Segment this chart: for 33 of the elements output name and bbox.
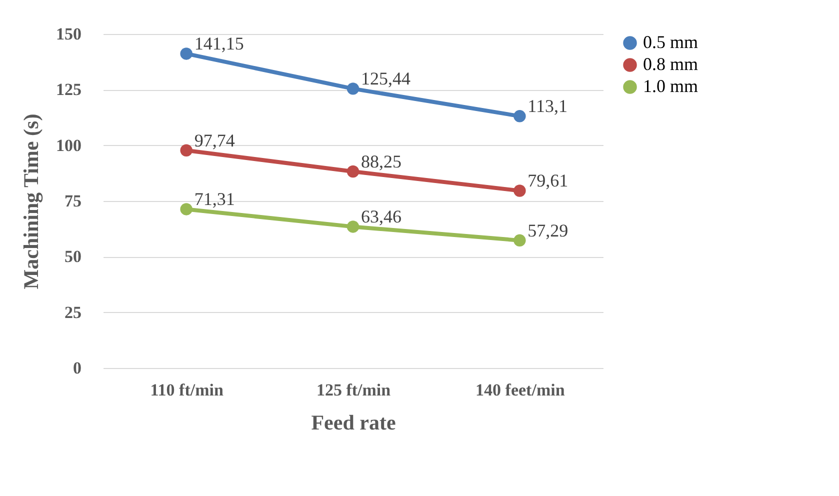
data-label: 97,74 xyxy=(194,130,235,150)
data-label: 57,29 xyxy=(528,220,568,240)
data-label: 113,1 xyxy=(528,96,568,116)
point xyxy=(180,144,192,156)
point xyxy=(346,82,360,95)
y-tick-label: 100 xyxy=(56,136,82,155)
y-tick-label: 150 xyxy=(56,24,82,44)
y-axis-title: Machining Time (s) xyxy=(19,114,43,290)
data-label: 79,61 xyxy=(528,170,568,191)
legend-label: 0.5 mm xyxy=(643,32,698,52)
y-tick-label: 25 xyxy=(64,302,82,322)
data-label: 63,46 xyxy=(361,206,402,227)
point xyxy=(346,220,360,233)
data-label: 88,25 xyxy=(361,151,402,172)
y-tick-label: 75 xyxy=(64,192,82,210)
legend-label: 1.0 mm xyxy=(643,76,698,96)
x-tick-label: 110 ft/min xyxy=(150,380,224,400)
point xyxy=(514,184,526,197)
point xyxy=(180,203,192,216)
point xyxy=(514,110,526,122)
data-label: 125,44 xyxy=(361,68,410,89)
x-tick-label: 125 ft/min xyxy=(316,380,392,400)
point xyxy=(346,165,360,178)
point xyxy=(180,48,192,60)
x-axis-title: Feed rate xyxy=(311,410,396,434)
data-label: 141,15 xyxy=(194,34,244,54)
y-tick-label: 50 xyxy=(64,247,82,266)
y-tick-label: 0 xyxy=(73,358,82,378)
x-tick-label: 140 feet/min xyxy=(476,380,566,400)
point xyxy=(514,234,526,247)
data-label: 71,31 xyxy=(194,189,235,210)
legend-label: 0.8 mm xyxy=(643,54,698,74)
y-tick-label: 125 xyxy=(56,80,82,100)
